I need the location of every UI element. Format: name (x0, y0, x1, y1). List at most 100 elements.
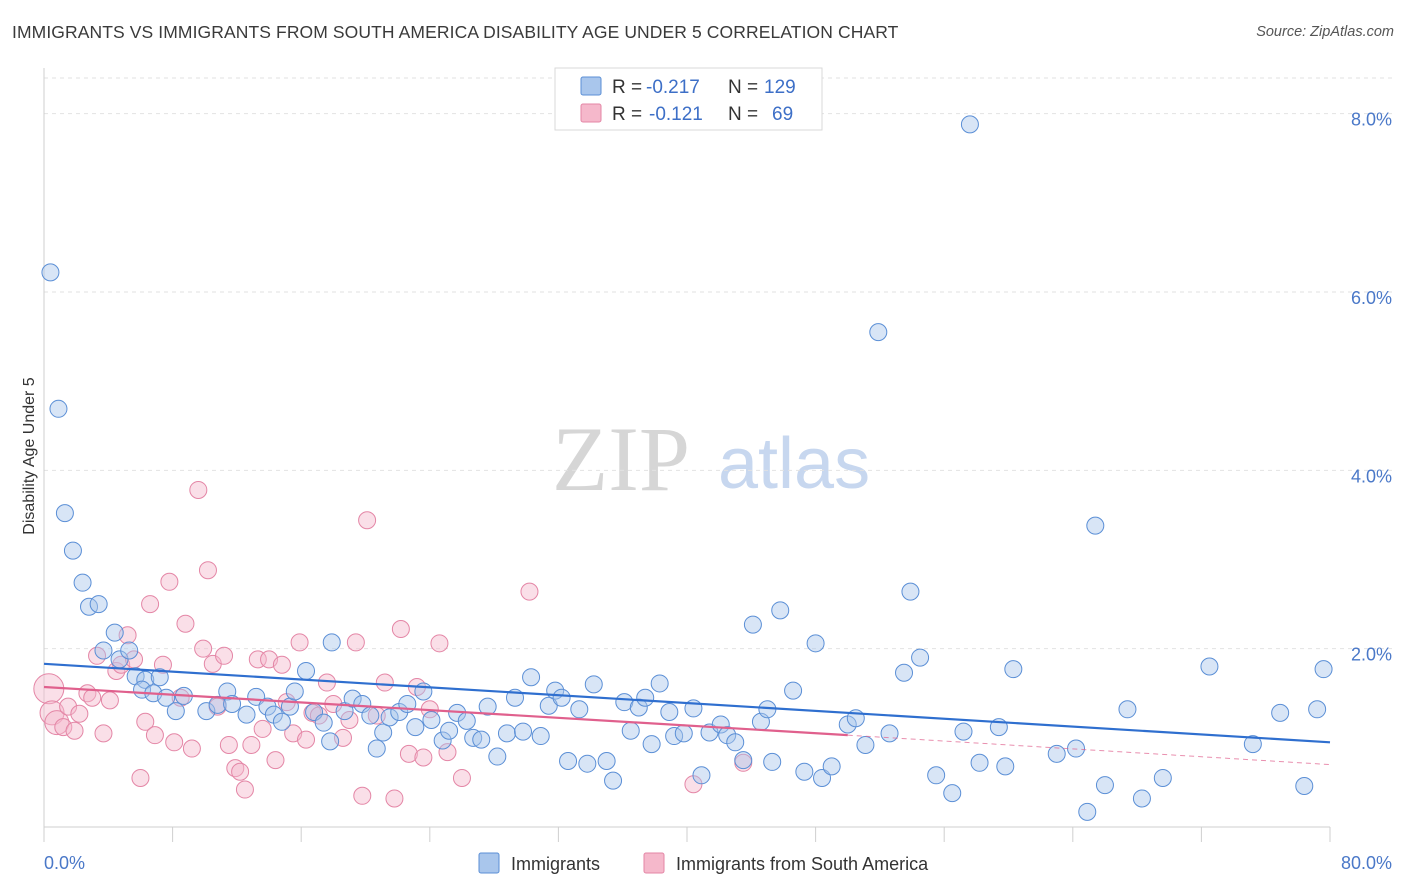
point-immigrants (89, 595, 108, 614)
legend-swatch-immigrants (580, 76, 602, 96)
trend-lines (43, 662, 1331, 766)
legend-r-label-south-america: R = (612, 104, 642, 125)
point-immigrants (1314, 660, 1333, 679)
x-tick-label-min: 0.0% (44, 853, 85, 873)
point-south-america (399, 744, 418, 763)
point-immigrants (440, 721, 459, 740)
point-immigrants (120, 641, 139, 660)
legend-n-value-south-america: 69 (772, 104, 793, 125)
point-immigrants (322, 633, 341, 652)
point-immigrants (63, 541, 82, 560)
point-immigrants (822, 757, 841, 776)
point-south-america (231, 762, 250, 781)
trendline-immigrants (43, 662, 1331, 744)
point-south-america (59, 697, 78, 716)
point-immigrants (763, 752, 782, 771)
legend-r-label-immigrants: R = (612, 77, 642, 98)
point-south-america (391, 620, 410, 639)
point-south-america (83, 688, 102, 707)
point-immigrants (960, 115, 979, 134)
point-immigrants (1295, 776, 1314, 795)
series-south-america-points (33, 480, 753, 808)
point-immigrants (380, 708, 399, 727)
point-immigrants (223, 694, 242, 713)
y-tick-label: 6.0% (1351, 288, 1392, 308)
point-south-america (235, 780, 254, 799)
point-immigrants (457, 711, 476, 730)
point-immigrants (514, 722, 533, 741)
bottom-legend-label-immigrants: Immigrants (511, 854, 600, 874)
point-south-america (253, 719, 272, 738)
point-immigrants (954, 722, 973, 741)
legend-swatch-south-america (580, 103, 602, 123)
point-immigrants (692, 766, 711, 785)
point-south-america (136, 712, 155, 731)
point-south-america (385, 789, 404, 808)
point-south-america (297, 730, 316, 749)
point-immigrants (488, 747, 507, 766)
point-south-america (520, 582, 539, 601)
point-immigrants (314, 713, 333, 732)
point-immigrants (1086, 516, 1105, 535)
point-immigrants (911, 648, 930, 667)
point-immigrants (943, 784, 962, 803)
point-immigrants (552, 688, 571, 707)
y-tick-label: 4.0% (1351, 466, 1392, 486)
point-immigrants (285, 682, 304, 701)
legend-n-value-immigrants: 129 (764, 77, 796, 98)
point-immigrants (367, 739, 386, 758)
point-south-america (160, 572, 179, 591)
point-immigrants (41, 263, 60, 282)
point-immigrants (478, 697, 497, 716)
point-immigrants (55, 504, 74, 523)
y-tick-label: 2.0% (1351, 645, 1392, 665)
point-immigrants (806, 634, 825, 653)
point-immigrants (343, 689, 362, 708)
point-immigrants (856, 735, 875, 754)
point-immigrants (105, 623, 124, 642)
bottom-legend-swatch-south-america (643, 852, 665, 874)
axes (43, 68, 1331, 842)
point-immigrants (1095, 776, 1114, 795)
point-south-america (182, 739, 201, 758)
point-immigrants (1200, 657, 1219, 676)
point-immigrants (150, 668, 169, 687)
point-immigrants (597, 752, 616, 771)
point-south-america (44, 710, 70, 736)
point-immigrants (1078, 802, 1097, 821)
point-immigrants (660, 702, 679, 721)
bottom-legend-swatch-immigrants (478, 852, 500, 874)
point-south-america (70, 704, 89, 723)
point-south-america (141, 595, 160, 614)
point-south-america (198, 561, 217, 580)
point-immigrants (970, 753, 989, 772)
point-south-america (272, 655, 291, 674)
point-immigrants (621, 721, 640, 740)
legend-r-value-south-america: -0.121 (649, 104, 703, 125)
point-immigrants (901, 582, 920, 601)
point-immigrants (869, 323, 888, 342)
point-immigrants (784, 681, 803, 700)
point-immigrants (771, 601, 790, 620)
point-immigrants (49, 399, 68, 418)
point-immigrants (1308, 700, 1327, 719)
point-immigrants (1271, 703, 1290, 722)
point-immigrants (1132, 789, 1151, 808)
point-immigrants (374, 723, 393, 742)
point-south-america (340, 711, 359, 729)
point-south-america (176, 614, 195, 633)
point-immigrants (522, 668, 541, 687)
point-immigrants (674, 724, 693, 743)
point-south-america (358, 511, 377, 530)
point-immigrants (559, 752, 578, 771)
point-immigrants (650, 674, 669, 693)
point-immigrants (996, 757, 1015, 776)
point-immigrants (297, 661, 316, 680)
point-south-america (414, 748, 433, 767)
point-immigrants (472, 730, 491, 749)
point-immigrants (166, 702, 185, 721)
point-immigrants (539, 696, 558, 715)
point-immigrants (604, 771, 623, 790)
point-south-america (107, 661, 126, 680)
